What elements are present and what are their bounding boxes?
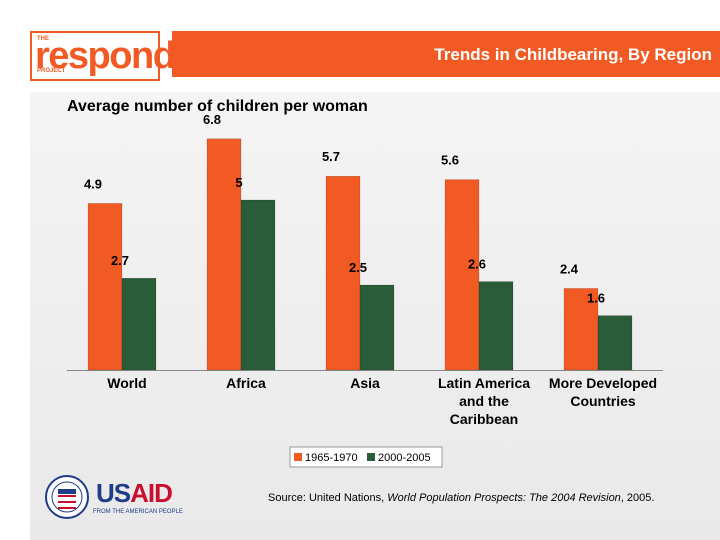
bar-2000-2005 [478,281,514,371]
data-label: 5 [235,175,242,190]
bar-1965-1970 [87,203,123,371]
usaid-seal-icon: USAID FROM THE AMERICAN PEOPLE [45,475,183,519]
usaid-tagline: FROM THE AMERICAN PEOPLE [93,509,183,515]
bar-2000-2005 [121,277,157,371]
usaid-wordmark: USAID [96,478,172,508]
title-bar: Trends in Childbearing, By Region [172,31,720,77]
data-label: 1.6 [587,291,605,306]
bar-2000-2005 [359,284,395,371]
data-label: 4.9 [84,176,102,191]
legend-label: 1965-1970 [305,452,358,464]
category-label: World [107,375,146,391]
data-label: 6.8 [203,112,221,127]
data-label: 2.4 [560,261,579,276]
category-label: Asia [350,375,380,391]
category-label: Caribbean [450,411,518,427]
usaid-logo: USAID FROM THE AMERICAN PEOPLE [44,474,184,520]
source-note: Source: United Nations, World Population… [268,492,654,504]
legend-box [289,446,443,468]
logo-the: THE [37,36,49,42]
bar-2000-2005 [597,315,633,371]
category-label: Countries [570,393,636,409]
bar-chart: Average number of children per woman 4.9 2… [67,98,663,468]
legend-swatch [294,453,302,461]
data-label: 5.6 [441,153,459,168]
data-label: 5.7 [322,149,340,164]
category-label: and the [459,393,509,409]
bar-1965-1970 [444,179,480,371]
category-label: Africa [226,375,266,391]
chart-panel: Average number of children per woman 4.9 2… [30,92,720,540]
data-label: 2.5 [349,260,367,275]
bar-1965-1970 [206,138,242,371]
data-label: 2.7 [111,253,129,268]
source-prefix: Source: United Nations, [268,492,388,504]
category-label: More Developed [549,375,657,391]
bar-1965-1970 [325,175,361,371]
bar-2000-2005 [240,199,276,371]
legend-label: 2000-2005 [378,452,431,464]
source-work: World Population Prospects: The 2004 Rev… [387,492,621,504]
category-label: Latin America [438,375,530,391]
respond-project-logo: THE respond PROJECT [30,31,176,81]
legend-swatch [367,453,375,461]
source-suffix: , 2005. [620,492,655,504]
slide-title: Trends in Childbearing, By Region [434,45,712,64]
logo-project: PROJECT [37,68,66,74]
logo-word: respond [35,35,176,77]
data-label: 2.6 [468,257,486,272]
chart-subtitle: Average number of children per woman [67,98,368,115]
